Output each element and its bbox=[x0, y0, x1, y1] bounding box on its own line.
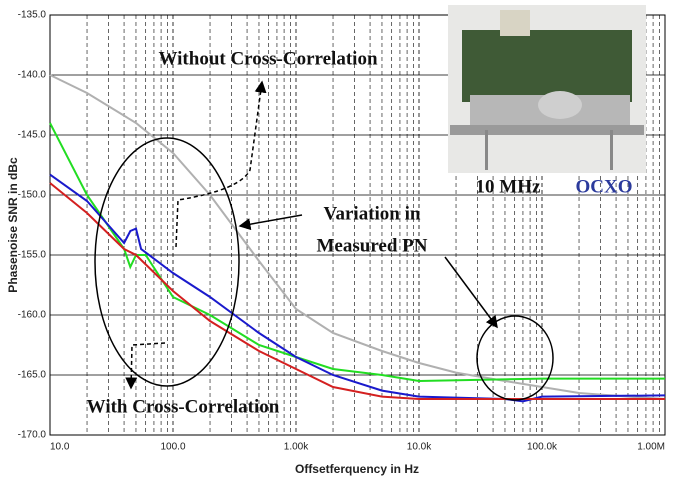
y-tick-label: -145.0 bbox=[18, 130, 47, 141]
y-axis-label: Phasenoise SNR in dBc bbox=[6, 157, 20, 293]
y-tick-label: -135.0 bbox=[18, 10, 47, 21]
annotation: 10 MHz bbox=[476, 176, 541, 197]
annotation-shapes bbox=[94, 80, 554, 401]
annotation: Without Cross-Correlation bbox=[158, 48, 377, 69]
y-tick-label: -150.0 bbox=[18, 190, 47, 201]
annotation: OCXO bbox=[576, 176, 633, 197]
annotation: Measured PN bbox=[317, 235, 428, 256]
x-tick-label: 1.00k bbox=[284, 442, 309, 453]
y-tick-label: -160.0 bbox=[18, 310, 47, 321]
annotation: With Cross-Correlation bbox=[87, 396, 280, 417]
x-tick-label: 100.0 bbox=[160, 442, 185, 453]
x-tick-label: 100.0k bbox=[527, 442, 558, 453]
y-tick-label: -165.0 bbox=[18, 370, 47, 381]
x-tick-label: 10.0k bbox=[407, 442, 432, 453]
series-line bbox=[49, 182, 665, 400]
series-line bbox=[49, 122, 665, 383]
x-axis-label: Offsetferquency in Hz bbox=[295, 462, 419, 476]
photo bbox=[448, 5, 646, 173]
series-line bbox=[49, 74, 666, 400]
y-tick-label: -170.0 bbox=[18, 430, 47, 441]
x-tick-label: 1.00M bbox=[637, 442, 665, 453]
x-tick-label: 10.0 bbox=[50, 442, 70, 453]
annotation: Variation in bbox=[324, 203, 421, 224]
y-tick-label: -155.0 bbox=[18, 250, 47, 261]
y-tick-label: -140.0 bbox=[18, 70, 47, 81]
